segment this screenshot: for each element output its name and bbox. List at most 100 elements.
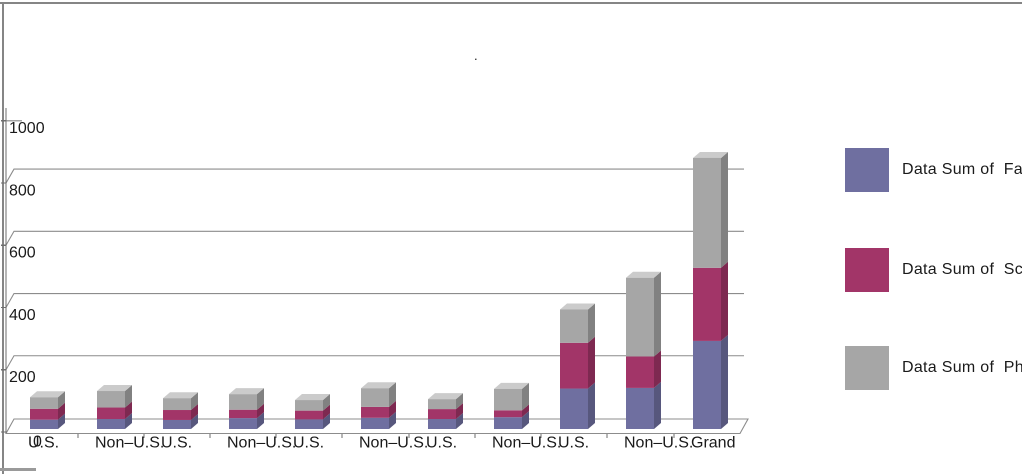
category-label: U.S. <box>426 434 457 451</box>
legend-swatch[interactable] <box>845 346 889 390</box>
bar-top-face[interactable] <box>693 151 728 158</box>
category-label: Non–U.S. <box>492 434 561 451</box>
bar-top-face[interactable] <box>229 388 264 395</box>
bar-segment[interactable] <box>693 340 721 429</box>
bar-segment[interactable] <box>693 157 721 268</box>
bar-segment[interactable] <box>97 407 125 420</box>
bar-top-face[interactable] <box>30 391 65 398</box>
bar-top-face[interactable] <box>97 385 132 392</box>
bar-segment[interactable] <box>560 388 588 429</box>
bar-side-face[interactable] <box>389 411 396 429</box>
bar-side-face[interactable] <box>125 413 132 429</box>
legend-swatch[interactable] <box>845 248 889 292</box>
bar-side-face[interactable] <box>588 336 595 389</box>
bar-segment[interactable] <box>229 394 257 410</box>
y-tick-label: 1000 <box>9 120 45 137</box>
bar-segment[interactable] <box>626 277 654 357</box>
bar-segment[interactable] <box>163 398 191 411</box>
bar-side-face[interactable] <box>522 382 529 411</box>
bar-segment[interactable] <box>229 409 257 419</box>
bar-segment[interactable] <box>295 410 323 420</box>
bar-segment[interactable] <box>163 410 191 420</box>
category-label: U.S. <box>293 434 324 451</box>
bar-side-face[interactable] <box>654 381 661 429</box>
legend-row[interactable]: Data Sum of Sc <box>845 248 1022 292</box>
bar-top-face[interactable] <box>494 382 529 389</box>
bar-side-face[interactable] <box>191 392 198 411</box>
legend-row[interactable]: Data Sum of Ph <box>845 346 1022 390</box>
bar-side-face[interactable] <box>389 382 396 407</box>
bar-side-face[interactable] <box>654 350 661 388</box>
bar-side-face[interactable] <box>257 412 264 429</box>
bar-side-face[interactable] <box>125 401 132 420</box>
bar-top-face[interactable] <box>163 392 198 399</box>
bar-side-face[interactable] <box>456 413 463 429</box>
bar-side-face[interactable] <box>721 151 728 268</box>
bar-side-face[interactable] <box>58 413 65 429</box>
bar-segment[interactable] <box>626 356 654 388</box>
bar-side-face[interactable] <box>191 404 198 420</box>
bar-segment[interactable] <box>163 419 191 429</box>
y-gridline <box>5 355 744 371</box>
category-label: Non–U.S. <box>227 434 296 451</box>
bar-side-face[interactable] <box>58 391 65 409</box>
bar-segment[interactable] <box>30 408 58 420</box>
bar-segment[interactable] <box>97 419 125 429</box>
bar-side-face[interactable] <box>522 404 529 418</box>
bar-side-face[interactable] <box>257 388 264 410</box>
bar-side-face[interactable] <box>257 403 264 419</box>
bar-top-face[interactable] <box>428 393 463 400</box>
bar-side-face[interactable] <box>721 261 728 341</box>
bar-segment[interactable] <box>560 342 588 389</box>
y-tick-label: 600 <box>9 245 36 262</box>
bar-segment[interactable] <box>295 419 323 429</box>
bar-segment[interactable] <box>295 400 323 411</box>
legend-row[interactable]: Data Sum of Fa <box>845 148 1022 192</box>
category-label: U.S. <box>161 434 192 451</box>
category-label: U.S. <box>558 434 589 451</box>
legend-swatch[interactable] <box>845 148 889 192</box>
bar-segment[interactable] <box>97 391 125 408</box>
window-left-border <box>2 2 4 474</box>
bar-top-face[interactable] <box>295 394 330 401</box>
bar-segment[interactable] <box>428 399 456 410</box>
bar-segment[interactable] <box>560 309 588 343</box>
bar-segment[interactable] <box>229 418 257 429</box>
bar-side-face[interactable] <box>323 404 330 420</box>
bar-side-face[interactable] <box>654 271 661 357</box>
bar-segment[interactable] <box>494 410 522 418</box>
bar-segment[interactable] <box>30 397 58 409</box>
bar-top-face[interactable] <box>560 303 595 310</box>
bar-segment[interactable] <box>428 409 456 420</box>
bar-segment[interactable] <box>30 419 58 429</box>
bar-segment[interactable] <box>361 417 389 429</box>
bar-side-face[interactable] <box>522 411 529 429</box>
bar-segment[interactable] <box>361 388 389 407</box>
bar-segment[interactable] <box>494 388 522 411</box>
bar-side-face[interactable] <box>721 334 728 429</box>
bar-segment[interactable] <box>361 406 389 418</box>
bar-side-face[interactable] <box>191 413 198 429</box>
y-tick-label: 200 <box>9 369 36 386</box>
y-tick-label: 0 <box>33 433 42 450</box>
bar-side-face[interactable] <box>389 400 396 418</box>
y-tick-label: 400 <box>9 307 36 324</box>
category-label: Grand <box>691 434 735 451</box>
bar-side-face[interactable] <box>323 394 330 411</box>
bar-segment[interactable] <box>693 267 721 341</box>
bar-side-face[interactable] <box>323 413 330 429</box>
y-gridline <box>5 168 744 184</box>
bar-side-face[interactable] <box>456 403 463 420</box>
bar-side-face[interactable] <box>588 382 595 429</box>
bar-side-face[interactable] <box>588 303 595 343</box>
bar-top-face[interactable] <box>361 382 396 389</box>
bar-side-face[interactable] <box>456 393 463 410</box>
bar-side-face[interactable] <box>125 385 132 408</box>
bar-top-face[interactable] <box>626 271 661 278</box>
bar-segment[interactable] <box>626 387 654 429</box>
bar-segment[interactable] <box>428 419 456 429</box>
bar-segment[interactable] <box>494 417 522 429</box>
bar-side-face[interactable] <box>58 402 65 420</box>
